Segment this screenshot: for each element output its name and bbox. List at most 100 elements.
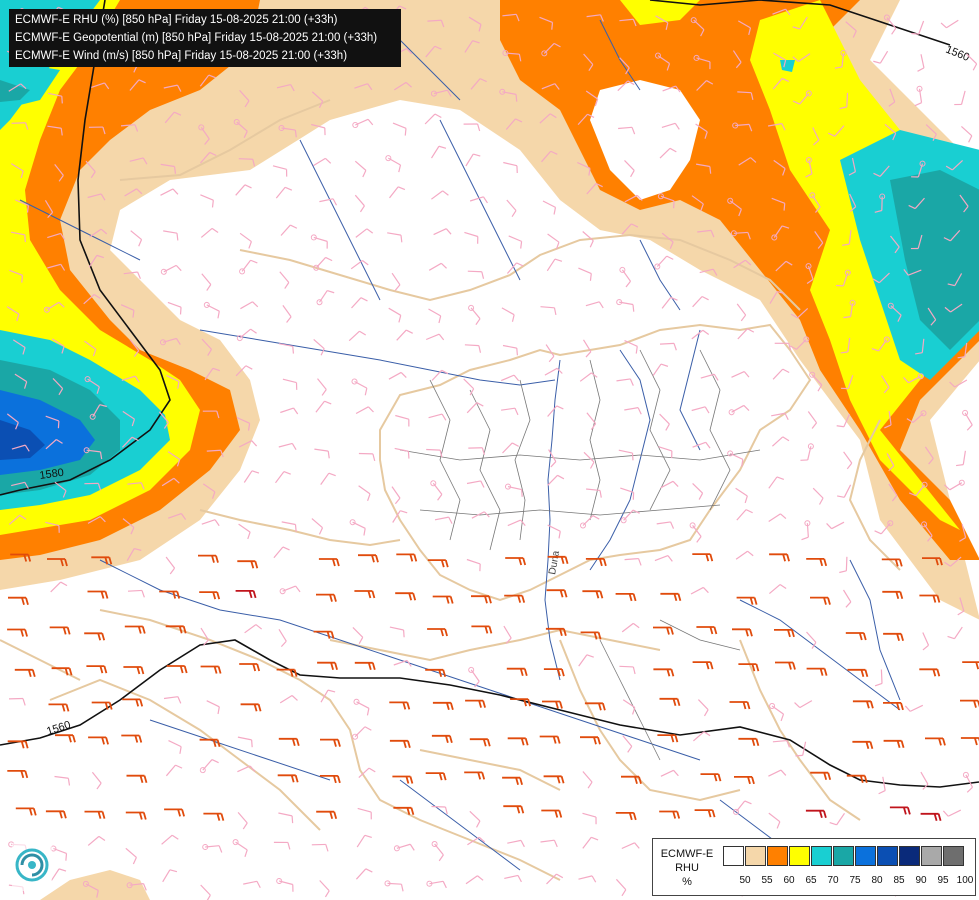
wind-barb [547,474,565,486]
wind-barb [278,442,297,450]
wind-barb [957,342,968,359]
wind-barb [9,269,24,283]
wind-barb [432,701,454,711]
wind-barb [734,776,755,785]
wind-barb [8,596,29,605]
wind-barb [845,632,867,641]
wind-barb [917,54,925,72]
wind-barb [45,438,63,450]
wind-barb [771,436,790,447]
wind-barb [395,592,417,601]
geopotential-contours [0,0,979,788]
wind-barb [577,161,591,176]
wind-barb [584,702,606,711]
wind-barb [7,740,29,749]
wind-barb [695,163,712,174]
wind-barb [940,19,959,29]
wind-barb [807,411,818,429]
wind-barb [502,442,519,454]
wind-barb [769,584,787,595]
wind-barb [314,448,330,459]
wind-barb [505,557,527,566]
map-header: ECMWF-E RHU (%) [850 hPa] Friday 15-08-2… [9,9,401,67]
wind-barb [658,446,673,459]
wind-barb [282,378,298,390]
wind-barb [389,739,411,749]
wind-barb [129,79,146,91]
wind-barb [506,262,524,274]
wind-barb [955,450,966,467]
wind-barb [54,164,64,182]
wind-barb [583,451,595,469]
wind-barb [393,659,412,667]
wind-barb [578,267,592,281]
legend-swatch [877,846,898,866]
wind-barb [388,371,407,380]
wind-barb [464,231,479,244]
wind-barb [839,92,849,110]
wind-barb [469,196,488,204]
wind-barb [200,665,222,674]
wind-barb [278,628,287,648]
wind-barb [504,874,522,883]
wind-barb [794,700,813,709]
wind-barb [160,264,182,275]
wind-barb [730,230,751,240]
wind-barb [914,85,923,107]
wind-barb [235,184,252,196]
wind-barb [736,596,758,605]
wind-barb [168,513,187,520]
wind-barb [164,111,182,124]
wind-barb [12,339,26,355]
wind-barb [700,373,719,381]
wind-barb [163,696,182,704]
wind-barb [874,669,883,687]
wind-barb [910,234,923,250]
wind-barb [660,592,682,602]
wind-barb [890,235,900,254]
wind-barb [160,163,177,174]
wind-barb [507,737,529,746]
wind-barb [272,165,288,177]
wind-barb [622,699,636,715]
wind-barb [121,734,143,743]
wind-barb [768,513,787,523]
wind-barb [884,411,892,429]
wind-barb [199,591,221,600]
wind-barb [689,522,702,543]
wind-barb [906,410,927,424]
wind-barb [886,453,895,472]
wind-barb [736,303,747,322]
wind-barb [619,266,632,288]
wind-barb [279,585,301,595]
wind-barb [466,480,485,488]
wind-barb [431,369,449,381]
wind-barb [944,556,962,567]
wind-barb [51,338,65,354]
wind-barb [120,124,139,132]
wind-barb [428,413,447,421]
wind-barb [316,289,335,306]
wind-barb [657,193,675,209]
wind-barb [768,769,787,777]
wind-barb [121,375,140,383]
wind-barb [385,155,402,173]
wind-barb [425,45,442,58]
wind-barb [541,809,563,818]
wind-barb [542,200,557,215]
wind-barb [547,233,560,250]
wind-barb [660,769,679,777]
wind-barb [464,40,480,53]
wind-barb [319,198,338,206]
wind-barb [393,806,415,816]
wind-barb [126,882,147,891]
wind-barb [727,197,742,217]
wind-barb [656,521,675,529]
wind-barb [470,78,487,90]
wind-barb [395,414,410,427]
wind-barb [394,447,410,459]
wind-barb [276,84,295,92]
wind-barb [943,229,961,242]
wind-barb [84,810,106,819]
wind-barb [392,510,408,523]
